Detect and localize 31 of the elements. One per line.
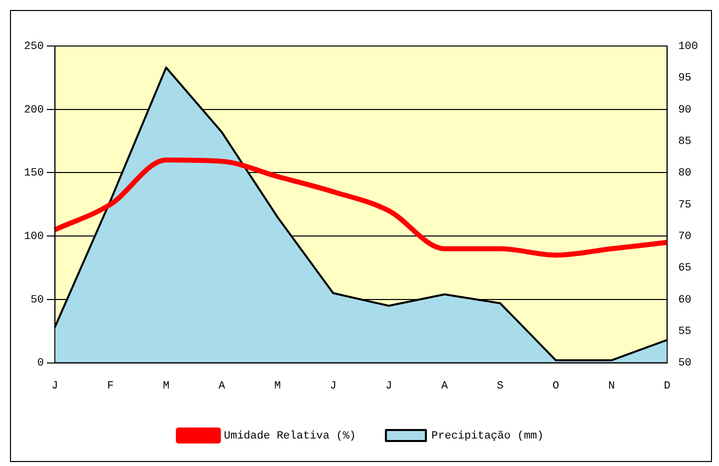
y2-tick-label: 65 — [678, 262, 692, 275]
x-tick-label: A — [218, 380, 226, 392]
x-tick-label: S — [496, 380, 504, 392]
y-tick-label: 0 — [37, 358, 44, 370]
y-tick-label: 200 — [24, 104, 44, 116]
y2-tick-label: 95 — [678, 72, 692, 85]
y2-tick-label: 55 — [678, 326, 692, 338]
y2-tick-label: 75 — [678, 199, 692, 212]
y-tick-label: 150 — [24, 168, 44, 180]
x-tick-label: J — [330, 380, 336, 392]
x-tick-label: J — [386, 380, 392, 392]
y2-tick-label: 70 — [678, 230, 692, 243]
y2-tick-label: 60 — [678, 294, 692, 306]
y-tick-label: 250 — [24, 40, 44, 53]
y2-tick-label: 50 — [678, 358, 692, 370]
x-tick-label: J — [52, 380, 58, 392]
x-tick-label: D — [664, 380, 671, 392]
y-tick-label: 50 — [30, 294, 44, 306]
x-tick-label: F — [107, 380, 114, 392]
legend-label: Precipitação (mm) — [431, 430, 544, 442]
legend-label: Umidade Relativa (%) — [224, 430, 356, 442]
y2-tick-label: 80 — [678, 168, 692, 180]
x-tick-label: N — [608, 380, 615, 392]
x-tick-label: O — [552, 380, 560, 392]
x-tick-label: M — [162, 380, 170, 392]
y2-tick-label: 90 — [678, 104, 692, 116]
y2-tick-label: 85 — [678, 136, 692, 148]
x-tick-label: A — [441, 380, 448, 392]
x-tick-label: M — [274, 380, 281, 392]
y2-tick-label: 100 — [678, 40, 698, 53]
y-tick-label: 100 — [24, 230, 44, 243]
